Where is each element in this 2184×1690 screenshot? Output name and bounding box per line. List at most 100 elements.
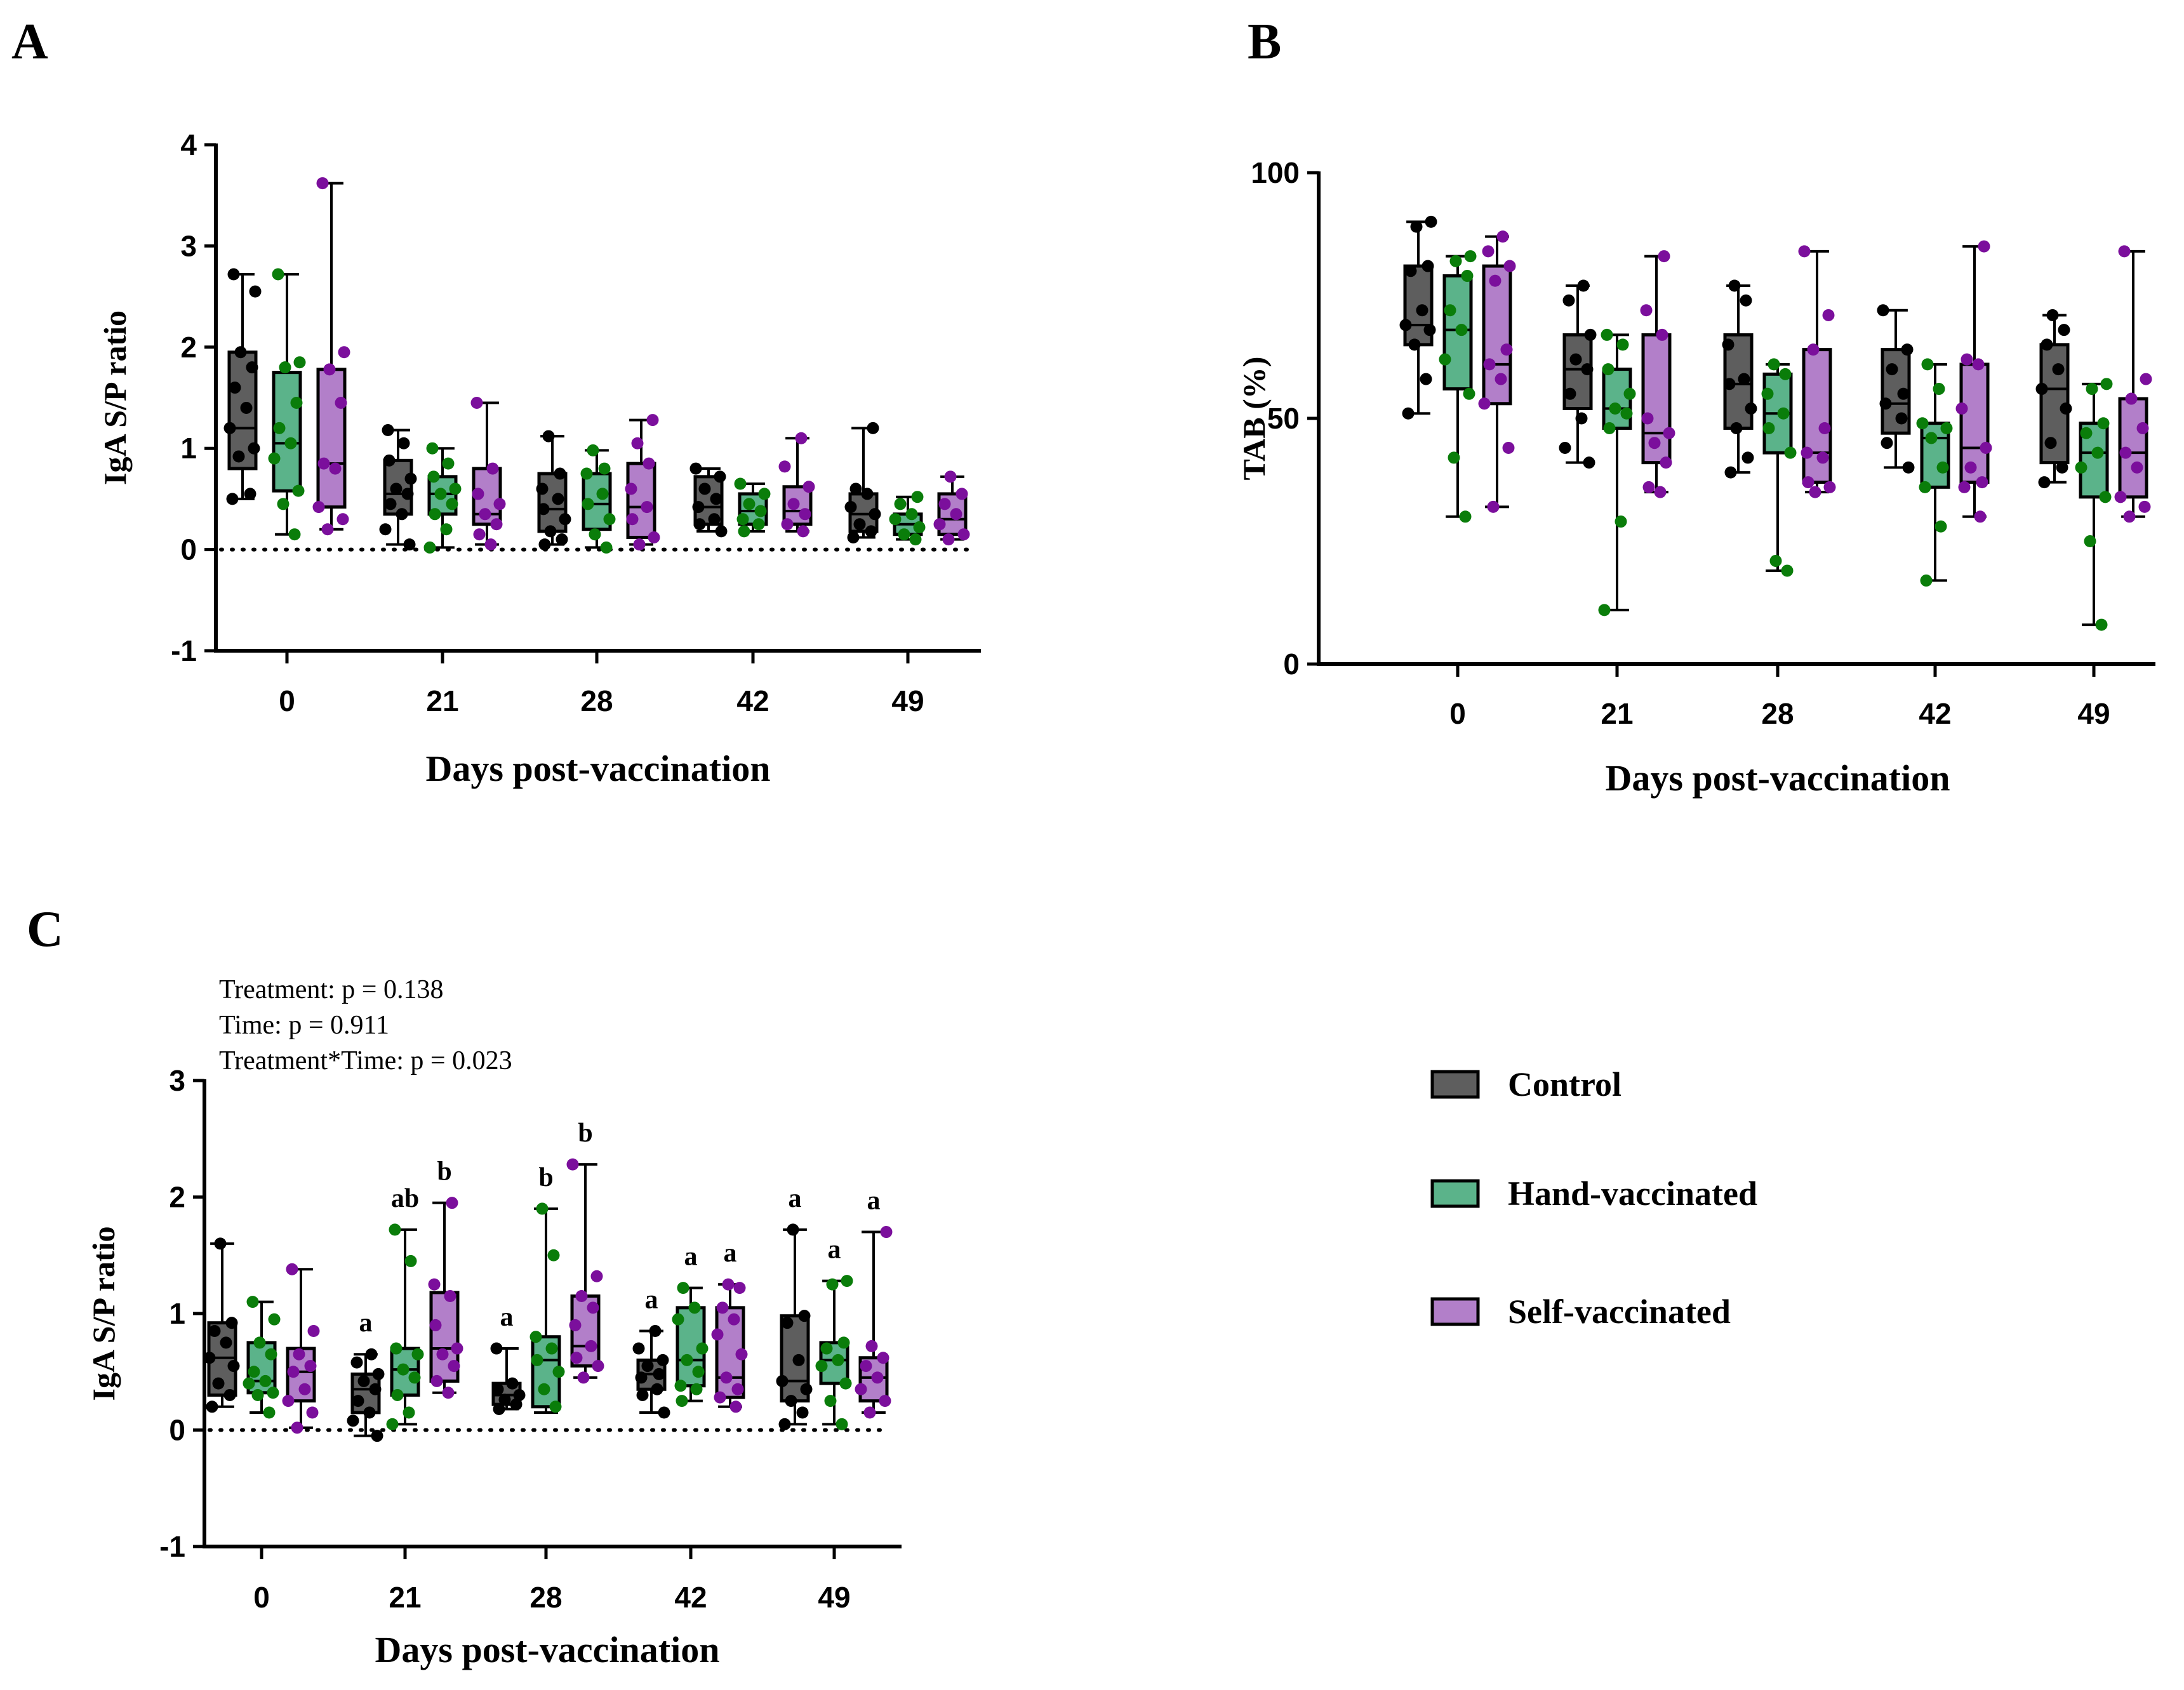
significance-letter: a [500, 1303, 514, 1332]
legend-swatch-control [1430, 1070, 1480, 1099]
data-point [2119, 446, 2132, 459]
data-point [386, 1418, 399, 1430]
data-point [249, 285, 262, 298]
box-control-28 [1722, 279, 1757, 479]
data-point [632, 1342, 645, 1355]
data-point [259, 1374, 272, 1387]
data-point [1598, 604, 1611, 616]
data-point [429, 1319, 442, 1331]
data-point [263, 1406, 276, 1419]
data-point [1761, 387, 1774, 400]
data-point [1916, 417, 1929, 430]
data-point [1503, 260, 1516, 272]
y-tick-label-a: 3 [180, 229, 197, 262]
data-point [1577, 279, 1590, 292]
data-point [658, 1406, 670, 1419]
data-point [1495, 373, 1507, 385]
data-point [880, 1226, 893, 1239]
data-point [796, 1406, 809, 1419]
data-point [273, 422, 286, 434]
data-point [698, 482, 711, 495]
data-point [754, 505, 767, 517]
data-point [1902, 461, 1915, 474]
x-tick-label-c: 49 [818, 1581, 850, 1614]
data-point [2075, 461, 2087, 474]
data-point [1940, 422, 1953, 434]
data-point [1779, 368, 1792, 380]
data-point [577, 1371, 590, 1384]
data-point [690, 1383, 703, 1395]
data-point [545, 1342, 558, 1355]
data-point [1660, 456, 1672, 469]
box-self-21 [1640, 250, 1675, 498]
data-point [1615, 516, 1627, 528]
data-point [933, 518, 946, 531]
data-point [490, 518, 503, 531]
data-point [1816, 451, 1829, 464]
data-point [1822, 309, 1835, 321]
data-point [1768, 358, 1780, 371]
data-point [513, 1388, 526, 1401]
data-point [552, 1366, 565, 1378]
box-self-21 [470, 396, 506, 551]
data-point [251, 1388, 264, 1401]
box-self-0 [312, 177, 350, 536]
data-point [636, 1388, 649, 1401]
data-point [484, 538, 497, 551]
data-point [536, 1202, 549, 1215]
data-point [633, 538, 646, 551]
data-point [284, 437, 297, 449]
data-point [1459, 510, 1472, 523]
data-point [688, 1301, 701, 1314]
box-body [626, 462, 656, 539]
data-point [820, 1342, 833, 1355]
data-point [1463, 387, 1475, 400]
data-point [335, 396, 347, 409]
stats-time: Time: p = 0.911 [219, 1011, 389, 1040]
data-point [950, 508, 962, 521]
data-point [1972, 358, 1985, 371]
data-point [879, 1395, 891, 1407]
data-point [1738, 373, 1750, 385]
data-point [733, 1282, 746, 1294]
data-point [1980, 441, 1992, 454]
data-point [1934, 520, 1947, 533]
y-tick-label-b: 100 [1251, 156, 1300, 189]
data-point [203, 1352, 216, 1364]
data-point [1886, 363, 1898, 376]
data-point [865, 525, 877, 538]
y-tick-label-c: 1 [169, 1297, 185, 1330]
data-point [491, 1383, 504, 1395]
data-point [729, 1401, 742, 1413]
data-point [1422, 260, 1434, 272]
data-point [1798, 245, 1811, 258]
data-point [1961, 353, 1973, 366]
data-point [1640, 304, 1653, 317]
data-point [538, 538, 551, 551]
data-point [291, 1421, 303, 1434]
data-point [372, 1367, 385, 1380]
data-point [587, 1301, 599, 1314]
y-tick-label-a: 4 [180, 128, 197, 161]
data-point [575, 1289, 588, 1302]
data-point [1620, 407, 1633, 420]
data-point [1500, 343, 1513, 356]
data-point [1448, 451, 1460, 464]
data-point [787, 498, 800, 510]
legend: Control Hand-vaccinated Self-vaccinated [1430, 1065, 1757, 1331]
data-point [472, 488, 484, 500]
data-point [1575, 412, 1588, 425]
data-point [390, 482, 403, 495]
data-point [1802, 476, 1814, 489]
data-point [728, 1313, 740, 1326]
data-point [1601, 328, 1613, 341]
data-point [643, 457, 655, 470]
data-point [436, 1348, 449, 1361]
data-point [1641, 412, 1654, 425]
data-point [752, 518, 765, 531]
data-point [2046, 309, 2059, 321]
data-point [304, 1360, 317, 1373]
data-point [1769, 554, 1782, 567]
data-point [1478, 397, 1491, 410]
data-point [1740, 294, 1752, 307]
